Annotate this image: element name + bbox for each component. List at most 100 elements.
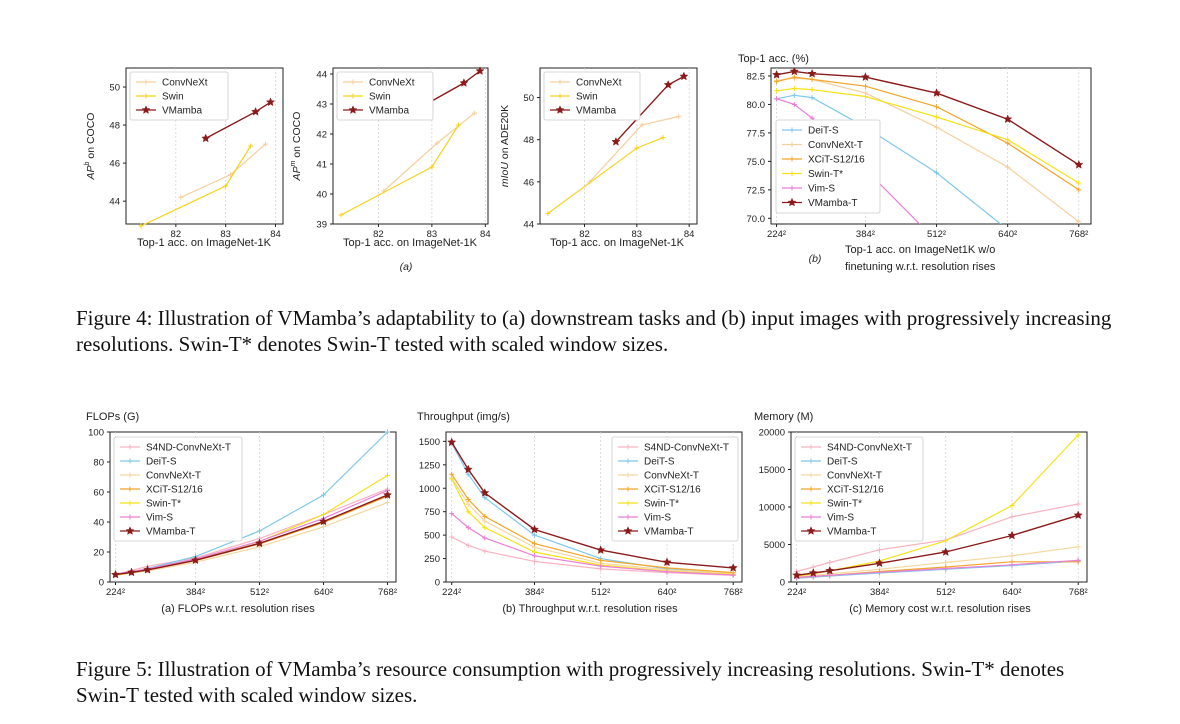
legend-marker [625, 444, 631, 450]
legend-label: VMamba-T [808, 198, 857, 209]
legend-label: VMamba-T [146, 527, 195, 538]
legend-marker [127, 458, 133, 464]
data-point [126, 567, 137, 577]
data-point [257, 528, 262, 534]
chart-title: Top-1 acc. (%) [738, 53, 809, 65]
legend-marker [789, 127, 795, 133]
data-point [862, 93, 868, 99]
y-tick-label: 46 [109, 159, 120, 170]
figure-5-caption: Figure 5: Illustration of VMamba’s resou… [76, 657, 1065, 707]
series-line [340, 124, 460, 216]
legend: S4ND-ConvNeXt-T DeiT-S ConvNeXt-T XCiT-S12/… [611, 436, 739, 542]
y-tick-label: 20000 [759, 428, 785, 439]
chart-5b-throughput: 224² 384² 512² 640² 768² 0 250 500 750 1000 1250 1… [417, 411, 743, 615]
data-point [791, 74, 797, 80]
legend-label: ConvNeXt [576, 78, 622, 89]
data-point [792, 570, 802, 580]
data-point [1075, 544, 1081, 550]
plot-frame [109, 431, 397, 583]
data-point [482, 525, 488, 531]
data-point [791, 92, 797, 98]
series-layer [545, 71, 689, 216]
legend-label: Swin-T* [808, 169, 843, 180]
legend-label: DeiT-S [827, 457, 858, 468]
data-point [876, 569, 882, 575]
x-tick-label: 512² [927, 229, 946, 240]
y-tick-label: 42 [316, 130, 327, 141]
x-tick-label: 384² [525, 587, 544, 598]
legend: S4ND-ConvNeXt-T DeiT-S ConvNeXt-T XCiT-S12/… [113, 436, 243, 542]
legend-marker [625, 486, 631, 492]
y-tick-label: 500 [424, 531, 440, 542]
legend-label: ConvNeXt-T [146, 471, 201, 482]
data-point [201, 133, 211, 143]
legend-marker [625, 472, 631, 478]
data-point [679, 71, 689, 81]
x-axis-label-line1: Top-1 acc. on ImageNet1K w/o [845, 244, 995, 256]
legend-marker [789, 171, 795, 176]
x-tick-label: 83 [632, 229, 643, 240]
series-line [180, 143, 266, 198]
data-point [463, 464, 473, 474]
chart-5a-flops: 224² 384² 512² 640² 768² 0 20 40 60 80 100 S4ND-C… [86, 411, 397, 615]
data-point [827, 560, 833, 565]
data-point [482, 513, 488, 519]
figure-4-caption: Figure 4: Illustration of VMamba’s adapt… [76, 306, 1112, 356]
legend-label: XCiT-S12/16 [644, 485, 701, 496]
y-tick-label: 48 [109, 121, 120, 132]
legend-label: Vim-S [146, 513, 173, 524]
data-point [449, 511, 455, 517]
legend-label: VMamba [576, 106, 616, 117]
data-point [825, 565, 835, 575]
data-point [1076, 187, 1082, 193]
y-tick-label: 70.0 [747, 214, 766, 225]
y-tick-label: 44 [316, 70, 327, 81]
legend-label: XCiT-S12/16 [146, 485, 203, 496]
data-point [1007, 530, 1017, 540]
data-point [662, 557, 672, 567]
data-point [827, 572, 833, 578]
legend-label: DeiT-S [146, 457, 177, 468]
chart-title: Throughput (img/s) [417, 411, 510, 423]
data-point [934, 104, 940, 110]
legend-marker [625, 500, 631, 506]
x-tick-label: 640² [1002, 587, 1021, 598]
x-tick-label: 640² [657, 587, 676, 598]
plot-frame [539, 67, 698, 225]
y-ticks: 70.0 72.5 75.0 77.5 80.0 82.5 [747, 71, 771, 225]
legend: S4ND-ConvNeXt-T DeiT-S ConvNeXt-T XCiT-S12/… [794, 436, 924, 542]
legend-label: ConvNeXt-T [827, 471, 882, 482]
x-tick-label: 768² [1069, 587, 1088, 598]
plot-frame [770, 67, 1092, 225]
x-tick-label: 84 [270, 229, 281, 240]
x-tick-label: 768² [1069, 229, 1088, 240]
x-tick-label: 84 [684, 229, 695, 240]
y-tick-label: 75.0 [747, 157, 766, 168]
data-point [774, 96, 780, 102]
legend-label: S4ND-ConvNeXt-T [146, 443, 231, 454]
legend-label: Swin-T* [146, 499, 181, 510]
data-point [382, 490, 393, 499]
data-point [1005, 137, 1011, 143]
x-tick-label: 84 [480, 229, 491, 240]
chart-4a-apb: 82 83 84 44 46 48 50 ConvNeXt Swin VMamba Top-1… [84, 67, 284, 249]
data-point [429, 164, 435, 170]
x-axis-label: (a) FLOPs w.r.t. resolution rises [161, 603, 315, 615]
y-ticks: 0 5000 10000 15000 20000 [759, 428, 791, 589]
data-point [730, 572, 736, 578]
data-point [598, 563, 604, 569]
x-tick-label: 640² [998, 229, 1017, 240]
data-point [934, 170, 940, 176]
x-tick-label: 224² [767, 229, 786, 240]
y-tick-label: 0 [99, 578, 104, 589]
legend-label: S4ND-ConvNeXt-T [827, 443, 912, 454]
data-point [190, 555, 201, 565]
data-point [531, 558, 537, 564]
data-point [634, 145, 640, 151]
y-tick-label: 20 [93, 548, 104, 559]
x-tick-label: 224² [787, 587, 806, 598]
legend-label: XCiT-S12/16 [808, 155, 865, 166]
y-tick-label: 40 [93, 518, 104, 529]
series-layer [110, 429, 393, 579]
